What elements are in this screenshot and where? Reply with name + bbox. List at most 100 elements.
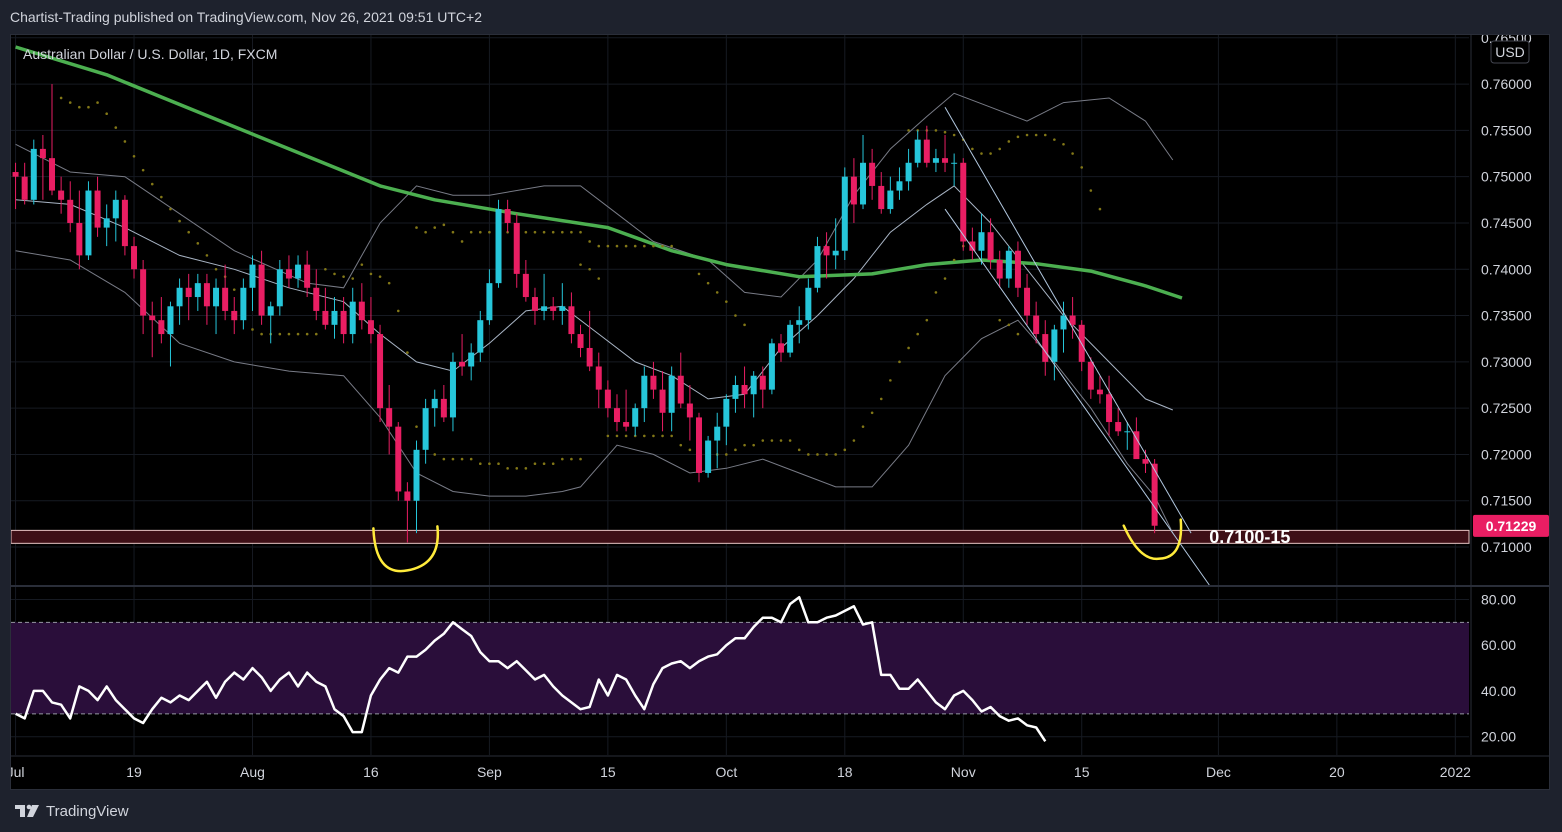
- candle[interactable]: [677, 352, 684, 409]
- candle[interactable]: [905, 148, 912, 191]
- candle[interactable]: [623, 389, 630, 432]
- candle[interactable]: [695, 412, 702, 483]
- candle[interactable]: [1151, 459, 1158, 534]
- candle[interactable]: [814, 236, 821, 293]
- candle[interactable]: [240, 278, 247, 330]
- candle[interactable]: [176, 278, 183, 325]
- candle[interactable]: [823, 232, 830, 279]
- candle[interactable]: [1133, 417, 1140, 460]
- candle[interactable]: [805, 278, 812, 330]
- candle[interactable]: [896, 167, 903, 200]
- channel-upper-line[interactable]: [944, 106, 1192, 534]
- candle[interactable]: [1060, 301, 1067, 353]
- candle[interactable]: [987, 218, 994, 270]
- candle[interactable]: [841, 167, 848, 260]
- candle[interactable]: [49, 84, 56, 196]
- candle[interactable]: [869, 148, 876, 200]
- candle[interactable]: [76, 190, 83, 270]
- candle[interactable]: [878, 172, 885, 214]
- candle[interactable]: [249, 255, 256, 311]
- candle[interactable]: [349, 287, 356, 344]
- candle[interactable]: [1005, 246, 1012, 288]
- candle[interactable]: [12, 162, 19, 210]
- candle[interactable]: [1069, 297, 1076, 339]
- candle[interactable]: [568, 292, 575, 344]
- candle[interactable]: [285, 255, 292, 288]
- candle[interactable]: [686, 385, 693, 441]
- candle[interactable]: [932, 148, 939, 173]
- candle[interactable]: [131, 236, 138, 279]
- candle[interactable]: [1033, 301, 1040, 344]
- candle[interactable]: [431, 389, 438, 427]
- candle[interactable]: [167, 301, 174, 367]
- candle[interactable]: [367, 297, 374, 344]
- candle[interactable]: [951, 153, 958, 186]
- candle[interactable]: [149, 301, 156, 358]
- candle[interactable]: [1078, 320, 1085, 372]
- candle[interactable]: [850, 158, 857, 223]
- candle[interactable]: [577, 324, 584, 358]
- candle[interactable]: [1106, 375, 1113, 436]
- candle[interactable]: [650, 361, 657, 399]
- candle[interactable]: [1096, 375, 1103, 404]
- channel-lower-line[interactable]: [944, 208, 1210, 586]
- candle[interactable]: [595, 352, 602, 409]
- candle[interactable]: [750, 371, 757, 418]
- candle[interactable]: [541, 273, 548, 321]
- candle[interactable]: [185, 273, 192, 321]
- candle[interactable]: [732, 375, 739, 413]
- candle[interactable]: [978, 213, 985, 265]
- candle[interactable]: [641, 366, 648, 423]
- candle[interactable]: [203, 273, 210, 325]
- candle[interactable]: [604, 380, 611, 418]
- candle[interactable]: [705, 435, 712, 478]
- candle[interactable]: [440, 385, 447, 423]
- candle[interactable]: [404, 482, 411, 543]
- candle[interactable]: [960, 158, 967, 251]
- candle[interactable]: [559, 283, 566, 325]
- candle[interactable]: [759, 366, 766, 409]
- candle[interactable]: [495, 199, 502, 288]
- candle[interactable]: [714, 412, 721, 469]
- candle[interactable]: [94, 176, 101, 237]
- candle[interactable]: [768, 338, 775, 395]
- candle[interactable]: [832, 218, 839, 270]
- candle[interactable]: [522, 260, 529, 302]
- candle[interactable]: [213, 278, 220, 335]
- candle[interactable]: [477, 310, 484, 362]
- candle[interactable]: [21, 162, 28, 205]
- candle[interactable]: [996, 250, 1003, 288]
- candle[interactable]: [331, 297, 338, 339]
- candle[interactable]: [222, 264, 229, 321]
- candle[interactable]: [313, 269, 320, 321]
- chart-frame[interactable]: 0.7100-15 0.71000 0.71500 0.72000 0.72500 0.…: [10, 34, 1550, 790]
- chart-svg[interactable]: 0.7100-15 0.710000.715000.720000.725000.…: [11, 35, 1549, 789]
- candle[interactable]: [1115, 408, 1122, 436]
- candle[interactable]: [1124, 422, 1131, 450]
- candle[interactable]: [796, 306, 803, 344]
- candle[interactable]: [413, 440, 420, 534]
- candle[interactable]: [231, 297, 238, 335]
- candle[interactable]: [158, 297, 165, 344]
- candle[interactable]: [942, 135, 949, 173]
- candle[interactable]: [194, 273, 201, 311]
- candle[interactable]: [668, 366, 675, 432]
- candle[interactable]: [887, 176, 894, 214]
- candle[interactable]: [787, 320, 794, 358]
- candle[interactable]: [112, 190, 119, 242]
- candle[interactable]: [486, 269, 493, 325]
- candle[interactable]: [358, 283, 365, 330]
- candle[interactable]: [778, 334, 785, 362]
- candle[interactable]: [550, 297, 557, 321]
- candle[interactable]: [304, 250, 311, 298]
- candle[interactable]: [121, 195, 128, 256]
- candle[interactable]: [1051, 324, 1058, 381]
- candle[interactable]: [586, 310, 593, 372]
- candle[interactable]: [513, 213, 520, 288]
- candle[interactable]: [85, 181, 92, 260]
- candle[interactable]: [531, 287, 538, 325]
- candle[interactable]: [377, 324, 384, 423]
- candle[interactable]: [449, 352, 456, 432]
- candle[interactable]: [258, 250, 265, 325]
- candle[interactable]: [267, 301, 274, 344]
